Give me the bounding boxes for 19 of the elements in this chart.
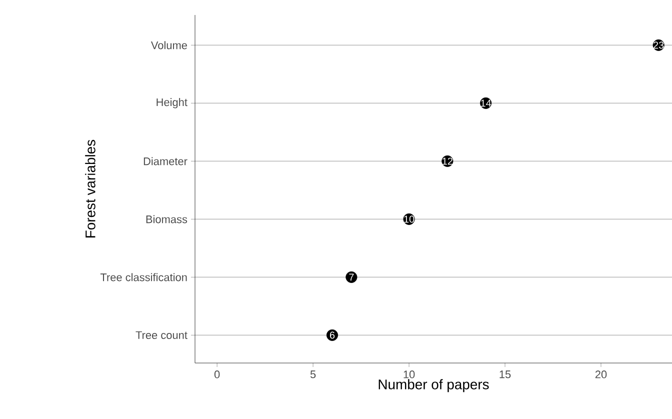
- data-label: 10: [404, 216, 414, 223]
- data-label: 14: [481, 100, 492, 107]
- x-tick-label: 15: [500, 370, 511, 378]
- x-tick-label: 5: [310, 370, 316, 378]
- y-tick-label: Biomass: [146, 215, 188, 224]
- y-tick-label: Tree count: [136, 331, 188, 339]
- data-label: 6: [330, 332, 335, 339]
- y-axis-title: Forest variables: [85, 140, 96, 238]
- data-label: 7: [349, 274, 354, 281]
- y-tick-label: Volume: [150, 41, 187, 50]
- y-tick-label: Diameter: [144, 157, 188, 166]
- y-tick-label: Height: [156, 98, 188, 108]
- data-label: 23: [654, 42, 664, 49]
- y-tick-label: Tree classification: [100, 273, 187, 282]
- x-tick-label: 0: [214, 370, 220, 378]
- data-label: 12: [442, 158, 452, 165]
- x-tick-label: 10: [404, 370, 415, 378]
- x-tick-label: 20: [595, 370, 607, 378]
- x-axis-title: Number of papers: [378, 379, 489, 392]
